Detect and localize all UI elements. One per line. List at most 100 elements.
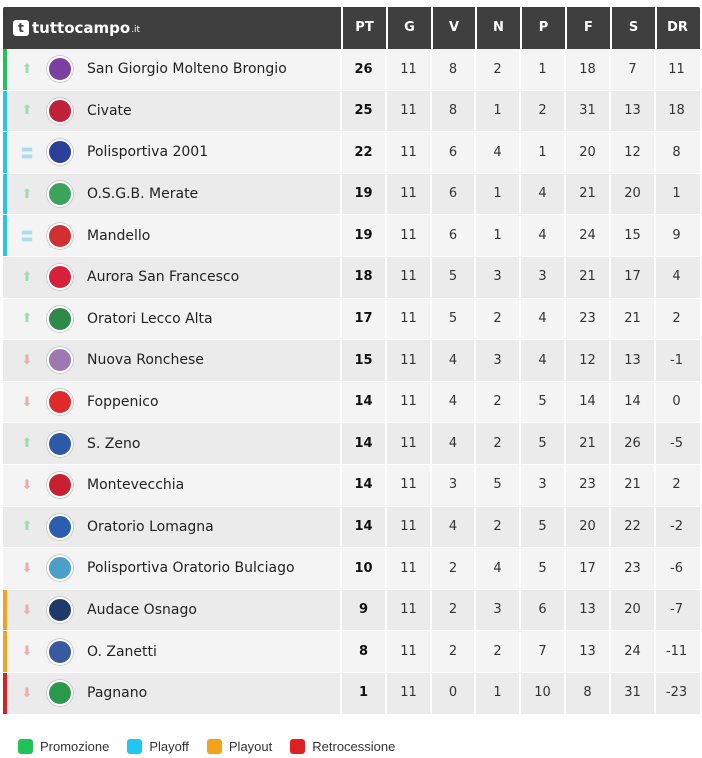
trend-up-icon: ⬆ bbox=[21, 186, 33, 202]
cell-p: 7 bbox=[519, 630, 564, 673]
col-header-g[interactable]: G bbox=[386, 7, 431, 49]
table-row[interactable]: ⬇ Polisportiva Oratorio Bulciago 10 11 2 4 5 17… bbox=[3, 547, 700, 590]
cell-pt: 22 bbox=[340, 131, 385, 174]
cell-g: 11 bbox=[385, 464, 430, 507]
table-row[interactable]: ⬆ S. Zeno 14 11 4 2 5 21 26 -5 bbox=[3, 422, 700, 465]
col-header-v[interactable]: V bbox=[431, 7, 475, 49]
cell-p: 4 bbox=[519, 339, 564, 382]
trend-down-icon: ⬇ bbox=[21, 644, 33, 660]
team-logo-icon bbox=[47, 513, 73, 540]
table-row[interactable]: 〓 Polisportiva 2001 22 11 6 4 1 20 12 8 bbox=[3, 131, 700, 174]
team-name[interactable]: Montevecchia bbox=[87, 477, 185, 494]
legend-item-playout: Playout bbox=[206, 739, 272, 754]
cell-pt: 18 bbox=[340, 256, 385, 299]
team-logo-icon bbox=[47, 56, 73, 83]
cell-dr: 8 bbox=[654, 131, 697, 174]
cell-pt: 19 bbox=[340, 214, 385, 257]
zone-indicator bbox=[3, 215, 7, 256]
col-header-dr[interactable]: DR bbox=[655, 7, 698, 49]
table-row[interactable]: ⬇ Pagnano 1 11 0 1 10 8 31 -23 bbox=[3, 672, 700, 715]
team-name[interactable]: Nuova Ronchese bbox=[87, 352, 204, 369]
cell-p: 10 bbox=[519, 672, 564, 714]
team-logo-icon bbox=[47, 139, 73, 166]
trend-up-icon: ⬆ bbox=[21, 103, 33, 119]
cell-pt: 25 bbox=[340, 90, 385, 132]
cell-s: 13 bbox=[609, 339, 654, 382]
col-header-s[interactable]: S bbox=[610, 7, 655, 49]
table-row[interactable]: ⬆ Oratorio Lomagna 14 11 4 2 5 20 22 -2 bbox=[3, 506, 700, 549]
team-name[interactable]: Polisportiva 2001 bbox=[87, 144, 209, 161]
table-row[interactable]: ⬇ Nuova Ronchese 15 11 4 3 4 12 13 -1 bbox=[3, 339, 700, 382]
team-name[interactable]: Civate bbox=[87, 102, 132, 119]
table-row[interactable]: ⬆ Civate 25 11 8 1 2 31 13 18 bbox=[3, 90, 700, 133]
trend-up-icon: ⬆ bbox=[21, 61, 33, 77]
team-logo-icon bbox=[47, 389, 73, 416]
cell-dr: -5 bbox=[654, 422, 697, 465]
team-name[interactable]: Audace Osnago bbox=[87, 602, 197, 619]
cell-g: 11 bbox=[385, 547, 430, 590]
col-header-p[interactable]: P bbox=[520, 7, 565, 49]
cell-v: 6 bbox=[430, 173, 474, 215]
team-logo-icon bbox=[47, 264, 73, 291]
brand-name: tuttocampo bbox=[32, 19, 131, 37]
trend-up-icon: ⬆ bbox=[21, 519, 33, 535]
table-row[interactable]: 〓 Mandello 19 11 6 1 4 24 15 9 bbox=[3, 214, 700, 257]
cell-dr: -2 bbox=[654, 506, 697, 548]
cell-dr: 4 bbox=[654, 256, 697, 299]
team-name[interactable]: San Giorgio Molteno Brongio bbox=[87, 61, 287, 78]
table-row[interactable]: ⬇ O. Zanetti 8 11 2 2 7 13 24 -11 bbox=[3, 630, 700, 673]
table-row[interactable]: ⬇ Audace Osnago 9 11 2 3 6 13 20 -7 bbox=[3, 589, 700, 632]
cell-n: 1 bbox=[474, 173, 519, 215]
trend-down-icon: ⬇ bbox=[21, 560, 33, 576]
cell-n: 3 bbox=[474, 339, 519, 382]
trend-down-icon: ⬇ bbox=[21, 685, 33, 701]
table-row[interactable]: ⬆ O.S.G.B. Merate 19 11 6 1 4 21 20 1 bbox=[3, 173, 700, 216]
cell-s: 20 bbox=[609, 589, 654, 631]
cell-f: 17 bbox=[564, 547, 609, 590]
cell-g: 11 bbox=[385, 339, 430, 382]
brand-logo[interactable]: t tuttocampo .it bbox=[3, 19, 341, 37]
team-name[interactable]: Mandello bbox=[87, 227, 151, 244]
col-header-f[interactable]: F bbox=[565, 7, 610, 49]
cell-f: 8 bbox=[564, 672, 609, 714]
table-row[interactable]: ⬆ San Giorgio Molteno Brongio 26 11 8 2 1 18 7 11 bbox=[3, 48, 700, 91]
team-name[interactable]: Aurora San Francesco bbox=[87, 269, 240, 286]
cell-p: 5 bbox=[519, 381, 564, 423]
cell-n: 4 bbox=[474, 547, 519, 590]
table-row[interactable]: ⬇ Montevecchia 14 11 3 5 3 23 21 2 bbox=[3, 464, 700, 507]
cell-s: 13 bbox=[609, 90, 654, 132]
cell-s: 7 bbox=[609, 48, 654, 91]
cell-g: 11 bbox=[385, 589, 430, 631]
cell-p: 4 bbox=[519, 214, 564, 257]
col-header-pt[interactable]: PT bbox=[341, 7, 386, 49]
cell-v: 6 bbox=[430, 131, 474, 174]
team-logo-icon bbox=[47, 305, 73, 332]
table-row[interactable]: ⬆ Oratori Lecco Alta 17 11 5 2 4 23 21 2 bbox=[3, 298, 700, 341]
col-header-n[interactable]: N bbox=[475, 7, 520, 49]
cell-g: 11 bbox=[385, 256, 430, 299]
standings-table: t tuttocampo .it PT G V N P F S DR ⬆ San … bbox=[3, 7, 700, 715]
cell-s: 22 bbox=[609, 506, 654, 548]
team-logo-icon bbox=[47, 638, 73, 665]
cell-s: 24 bbox=[609, 630, 654, 673]
cell-g: 11 bbox=[385, 506, 430, 548]
team-name[interactable]: Oratorio Lomagna bbox=[87, 518, 214, 535]
team-logo-icon bbox=[47, 97, 73, 124]
team-name[interactable]: S. Zeno bbox=[87, 435, 141, 452]
cell-s: 12 bbox=[609, 131, 654, 174]
team-name[interactable]: O. Zanetti bbox=[87, 643, 157, 660]
table-row[interactable]: ⬇ Foppenico 14 11 4 2 5 14 14 0 bbox=[3, 381, 700, 424]
table-row[interactable]: ⬆ Aurora San Francesco 18 11 5 3 3 21 17 4 bbox=[3, 256, 700, 299]
team-name[interactable]: Oratori Lecco Alta bbox=[87, 310, 213, 327]
cell-v: 5 bbox=[430, 256, 474, 299]
legend-label: Playoff bbox=[149, 739, 189, 754]
brand-icon: t bbox=[13, 20, 29, 36]
team-name[interactable]: Foppenico bbox=[87, 394, 159, 411]
cell-n: 1 bbox=[474, 672, 519, 714]
team-name[interactable]: Pagnano bbox=[87, 685, 148, 702]
cell-s: 20 bbox=[609, 173, 654, 215]
team-logo-icon bbox=[47, 555, 73, 582]
cell-p: 6 bbox=[519, 589, 564, 631]
team-name[interactable]: Polisportiva Oratorio Bulciago bbox=[87, 560, 295, 577]
team-name[interactable]: O.S.G.B. Merate bbox=[87, 186, 199, 203]
